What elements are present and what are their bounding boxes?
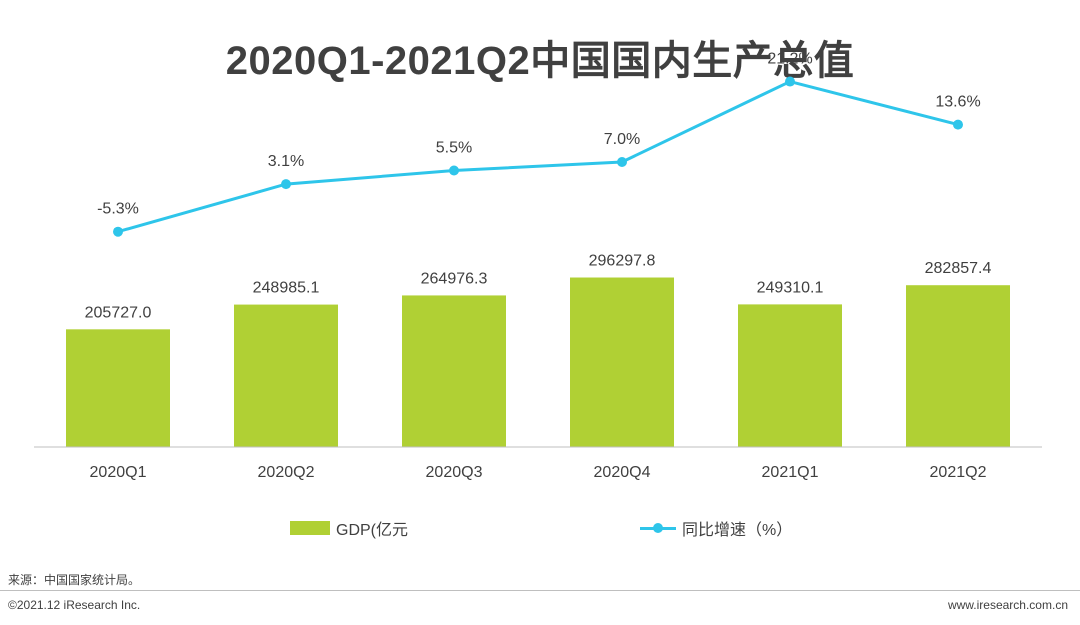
legend-label-growth: 同比增速（%） xyxy=(682,522,793,539)
bar-value-label: 296297.8 xyxy=(589,253,656,270)
legend-line-swatch xyxy=(640,521,676,535)
bar-2020Q4 xyxy=(570,277,674,447)
bar-value-label: 205727.0 xyxy=(85,304,152,321)
gdp-combo-chart: 205727.0 2020Q1 248985.1 2020Q2 264976.3 2020… xyxy=(34,51,1042,481)
footer-divider xyxy=(0,590,1080,591)
bar-value-label: 264976.3 xyxy=(421,270,488,287)
growth-value-label: 3.1% xyxy=(268,153,304,170)
chart-title: 2020Q1-2021Q2中国国内生产总值 xyxy=(225,39,855,83)
bar-2020Q1 xyxy=(66,329,170,447)
bar-2021Q1 xyxy=(738,304,842,447)
growth-value-label: 21.2% xyxy=(767,51,812,68)
category-label: 2020Q1 xyxy=(90,464,147,481)
bar-value-label: 249310.1 xyxy=(757,279,824,296)
growth-value-label: 13.6% xyxy=(935,94,980,111)
bar-2021Q2 xyxy=(906,285,1010,447)
bar-value-label: 282857.4 xyxy=(925,260,992,277)
growth-point-2021Q2 xyxy=(953,119,963,130)
category-label: 2020Q3 xyxy=(426,464,483,481)
copyright: ©2021.12 iResearch Inc. xyxy=(8,598,141,612)
growth-point-2021Q1 xyxy=(785,76,795,87)
website-link[interactable]: www.iresearch.com.cn xyxy=(947,598,1068,612)
legend-item-growth: 同比增速（%） xyxy=(640,516,792,540)
bar-value-label: 248985.1 xyxy=(253,280,320,297)
category-label: 2020Q4 xyxy=(594,464,651,481)
legend-bar-swatch xyxy=(290,521,330,535)
bar-2020Q3 xyxy=(402,295,506,447)
category-label: 2021Q2 xyxy=(930,464,987,481)
growth-value-label: 7.0% xyxy=(604,131,640,148)
growth-point-2020Q2 xyxy=(281,179,291,190)
source-note: 来源：中国国家统计局。 xyxy=(8,573,141,587)
growth-point-2020Q4 xyxy=(617,157,627,167)
growth-point-2020Q1 xyxy=(113,226,123,237)
legend-item-gdp: GDP(亿元 xyxy=(290,516,408,540)
legend-label-gdp: GDP(亿元 xyxy=(336,522,409,539)
growth-point-2020Q3 xyxy=(449,165,459,176)
growth-value-label: -5.3% xyxy=(97,201,139,218)
category-label: 2020Q2 xyxy=(258,464,315,481)
growth-line xyxy=(117,79,959,234)
bar-2020Q2 xyxy=(234,304,338,447)
growth-value-label: 5.5% xyxy=(436,140,472,157)
category-label: 2021Q1 xyxy=(762,464,819,481)
